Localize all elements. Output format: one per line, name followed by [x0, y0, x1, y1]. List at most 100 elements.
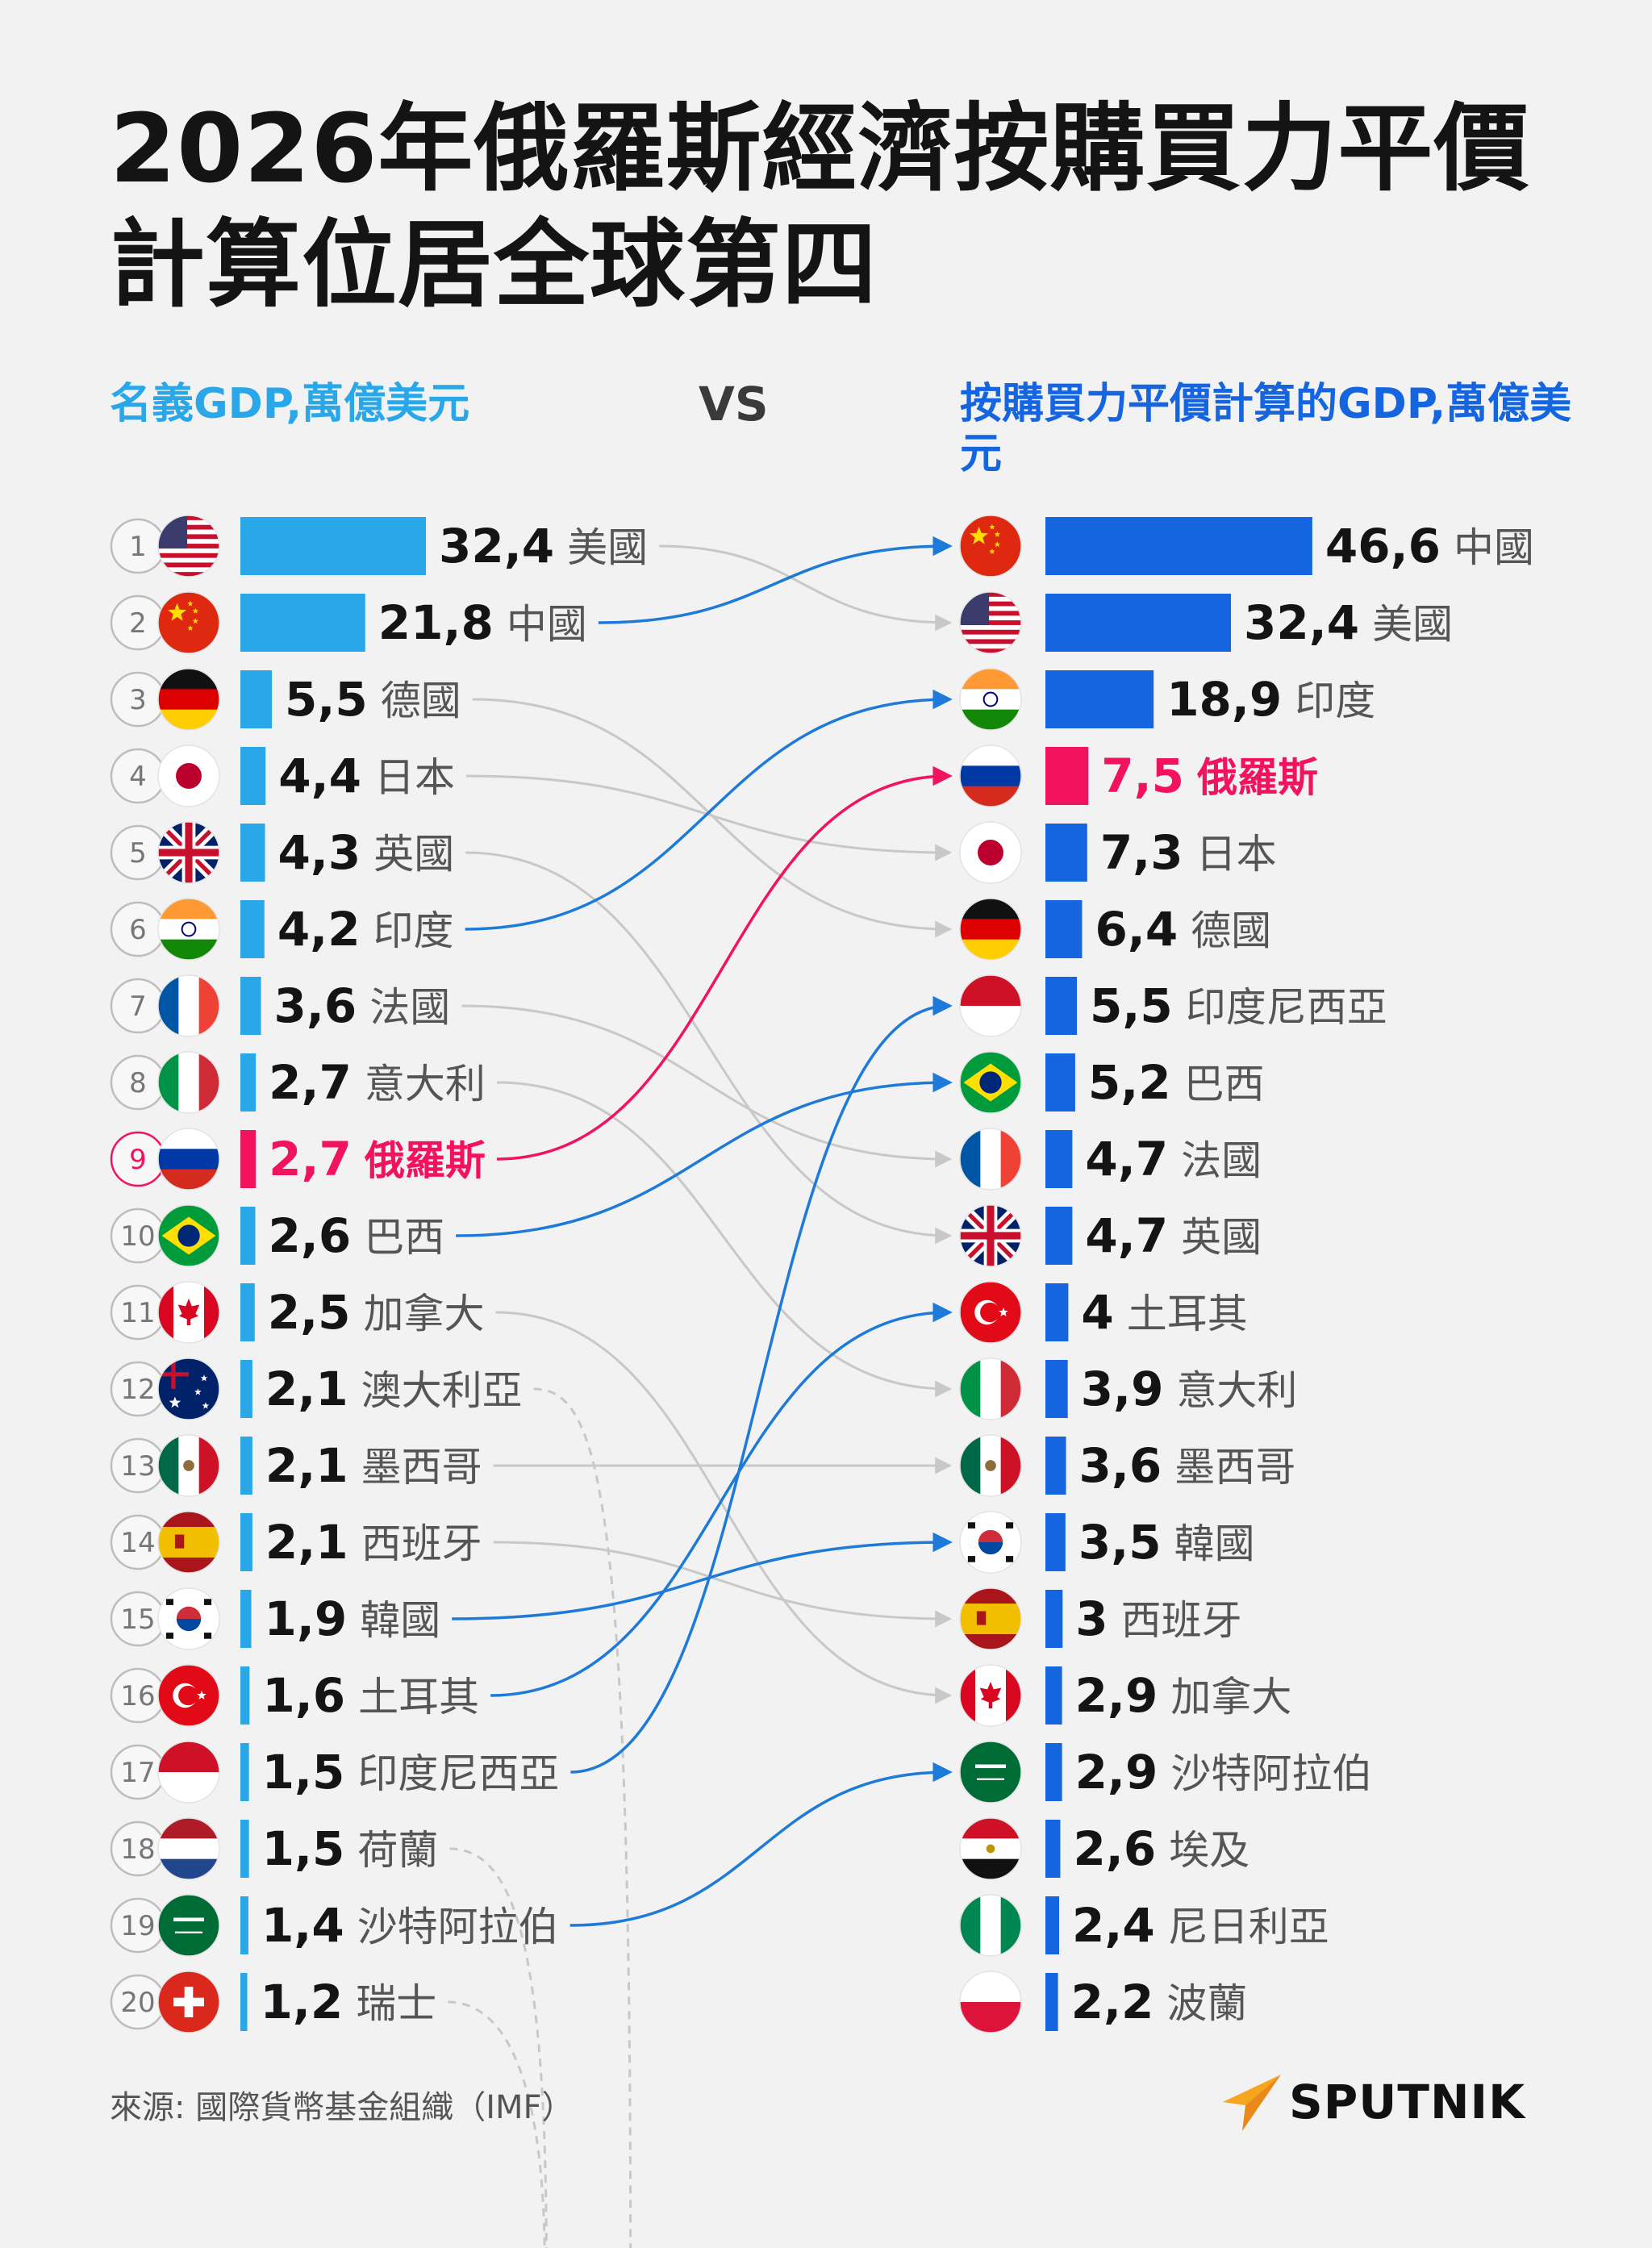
ppp-country-label: 加拿大: [1170, 1674, 1291, 1720]
nominal-row: 16 1,6 土耳其: [110, 1664, 479, 1727]
sa-flag-icon: [960, 1741, 1021, 1803]
nominal-row: 9 2,7 俄羅斯: [110, 1128, 486, 1191]
nominal-row: 8 2,7 意大利: [110, 1051, 486, 1114]
ppp-country-label: 意大利: [1176, 1367, 1297, 1414]
nominal-bar: [240, 1513, 252, 1571]
nominal-value-label: 2,7: [269, 1055, 352, 1110]
ppp-value-label: 4,7: [1085, 1132, 1168, 1187]
ppp-bar: [1045, 1053, 1075, 1111]
nominal-country-label: 德國: [381, 678, 461, 724]
rank-number: 17: [120, 1757, 155, 1789]
nominal-country-label: 日本: [374, 754, 455, 801]
ppp-bar: [1045, 1896, 1060, 1954]
ppp-row: 2,6 埃及: [959, 1817, 1249, 1880]
nominal-country-label: 俄羅斯: [364, 1137, 486, 1184]
nominal-bar: [240, 1360, 252, 1418]
nominal-country-label: 加拿大: [364, 1291, 485, 1337]
nominal-value-label: 1,5: [262, 1745, 345, 1800]
nominal-country-label: 西班牙: [361, 1520, 482, 1567]
nominal-country-label: 瑞士: [356, 1980, 436, 2027]
nominal-value-label: 2,6: [268, 1208, 351, 1263]
ppp-country-label: 德國: [1191, 907, 1271, 954]
ppp-value-label: 5,5: [1090, 978, 1173, 1033]
nominal-row: 4 4,4 日本: [110, 744, 455, 807]
ppp-bar: [1045, 824, 1087, 882]
nominal-value-label: 4,2: [277, 902, 361, 957]
ppp-value-label: 7,3: [1100, 825, 1183, 880]
tr-flag-icon: [960, 1282, 1021, 1343]
ppp-country-label: 墨西哥: [1174, 1444, 1295, 1491]
nominal-bar: [240, 1283, 255, 1341]
rank-connector: [490, 1302, 953, 1697]
ppp-value-label: 3: [1075, 1591, 1108, 1646]
rank-number: 13: [120, 1450, 155, 1483]
rank-number: 2: [129, 607, 147, 640]
nominal-row: 15 1,9 韓國: [110, 1587, 440, 1650]
es-flag-icon: [158, 1512, 219, 1573]
nominal-bar: [240, 900, 265, 958]
nominal-bar: [240, 1207, 256, 1265]
ppp-bar: [1045, 1437, 1066, 1495]
nominal-row: 2 21,8 中國: [110, 591, 587, 654]
br-flag-icon: [158, 1205, 219, 1266]
ppp-country-label: 波蘭: [1166, 1980, 1247, 2027]
nominal-value-label: 1,9: [264, 1591, 347, 1646]
rank-connectors: [448, 536, 953, 2248]
ppp-row: 18,9 印度: [959, 668, 1375, 731]
nominal-value-label: 21,8: [378, 595, 494, 650]
nominal-country-label: 法國: [369, 984, 450, 1031]
ppp-country-label: 英國: [1181, 1214, 1262, 1261]
nominal-bar: [240, 1666, 250, 1725]
ppp-country-label: 尼日利亞: [1168, 1904, 1329, 1950]
ppp-bar: [1045, 1360, 1068, 1418]
source-note: 來源: 國際貨幣基金組織（IMF）: [110, 2089, 574, 2126]
ppp-country-label: 土耳其: [1127, 1291, 1248, 1337]
dropped-connector: [533, 1387, 632, 2248]
rank-connector: [496, 1081, 953, 1398]
nominal-value-label: 3,6: [274, 978, 357, 1033]
nominal-value-label: 2,1: [265, 1362, 348, 1416]
nominal-row: 10 2,6 巴西: [110, 1204, 444, 1267]
nominal-row: 17 1,5 印度尼西亞: [110, 1741, 559, 1804]
rank-number: 5: [129, 837, 147, 870]
rank-connector: [570, 995, 953, 1774]
nominal-bar: [240, 594, 365, 652]
ppp-country-label: 西班牙: [1121, 1597, 1242, 1644]
ppp-row: 7,3 日本: [959, 821, 1277, 884]
au-flag-icon: [158, 1358, 219, 1420]
nominal-bar: [240, 977, 261, 1035]
ppp-value-label: 2,9: [1075, 1745, 1158, 1800]
ppp-row: 4 土耳其: [959, 1281, 1248, 1344]
nominal-gdp-header: 名義GDP,萬億美元: [110, 380, 470, 428]
rank-connector: [493, 1541, 953, 1628]
ppp-row: 4,7 法國: [959, 1128, 1262, 1191]
ppp-country-label: 埃及: [1169, 1827, 1249, 1874]
nominal-bar: [240, 1590, 252, 1648]
nominal-country-label: 墨西哥: [361, 1444, 482, 1491]
rank-number: 20: [120, 1987, 155, 2019]
nominal-bar: [240, 1437, 252, 1495]
ppp-row: 2,4 尼日利亞: [959, 1894, 1329, 1957]
nominal-bar: [240, 747, 266, 805]
chart-title: 2026年俄羅斯經濟按購買力平價計算位居全球第四: [110, 93, 1530, 320]
rank-number: 11: [120, 1297, 155, 1329]
ppp-bar: [1045, 1207, 1073, 1265]
ppp-value-label: 2,9: [1075, 1668, 1158, 1723]
nominal-row: 13 2,1 墨西哥: [110, 1434, 482, 1497]
ppp-country-label: 沙特阿拉伯: [1170, 1750, 1372, 1797]
nominal-value-label: 2,5: [268, 1285, 351, 1340]
nominal-row: 3 5,5 德國: [110, 668, 461, 731]
br-flag-icon: [960, 1052, 1021, 1113]
rank-number: 9: [129, 1144, 147, 1176]
nominal-bar: [240, 824, 265, 882]
nominal-country-label: 中國: [507, 601, 587, 648]
nominal-country-label: 沙特阿拉伯: [357, 1904, 559, 1950]
ppp-row: 3,5 韓國: [959, 1511, 1255, 1574]
ppp-country-label: 法國: [1181, 1137, 1262, 1184]
rank-number: 12: [120, 1374, 155, 1406]
ppp-row: 3 西班牙: [959, 1587, 1242, 1650]
ppp-bar: [1045, 1666, 1062, 1725]
ppp-country-label: 日本: [1196, 831, 1277, 878]
nominal-bar: [240, 1820, 249, 1878]
sa-flag-icon: [158, 1895, 219, 1956]
